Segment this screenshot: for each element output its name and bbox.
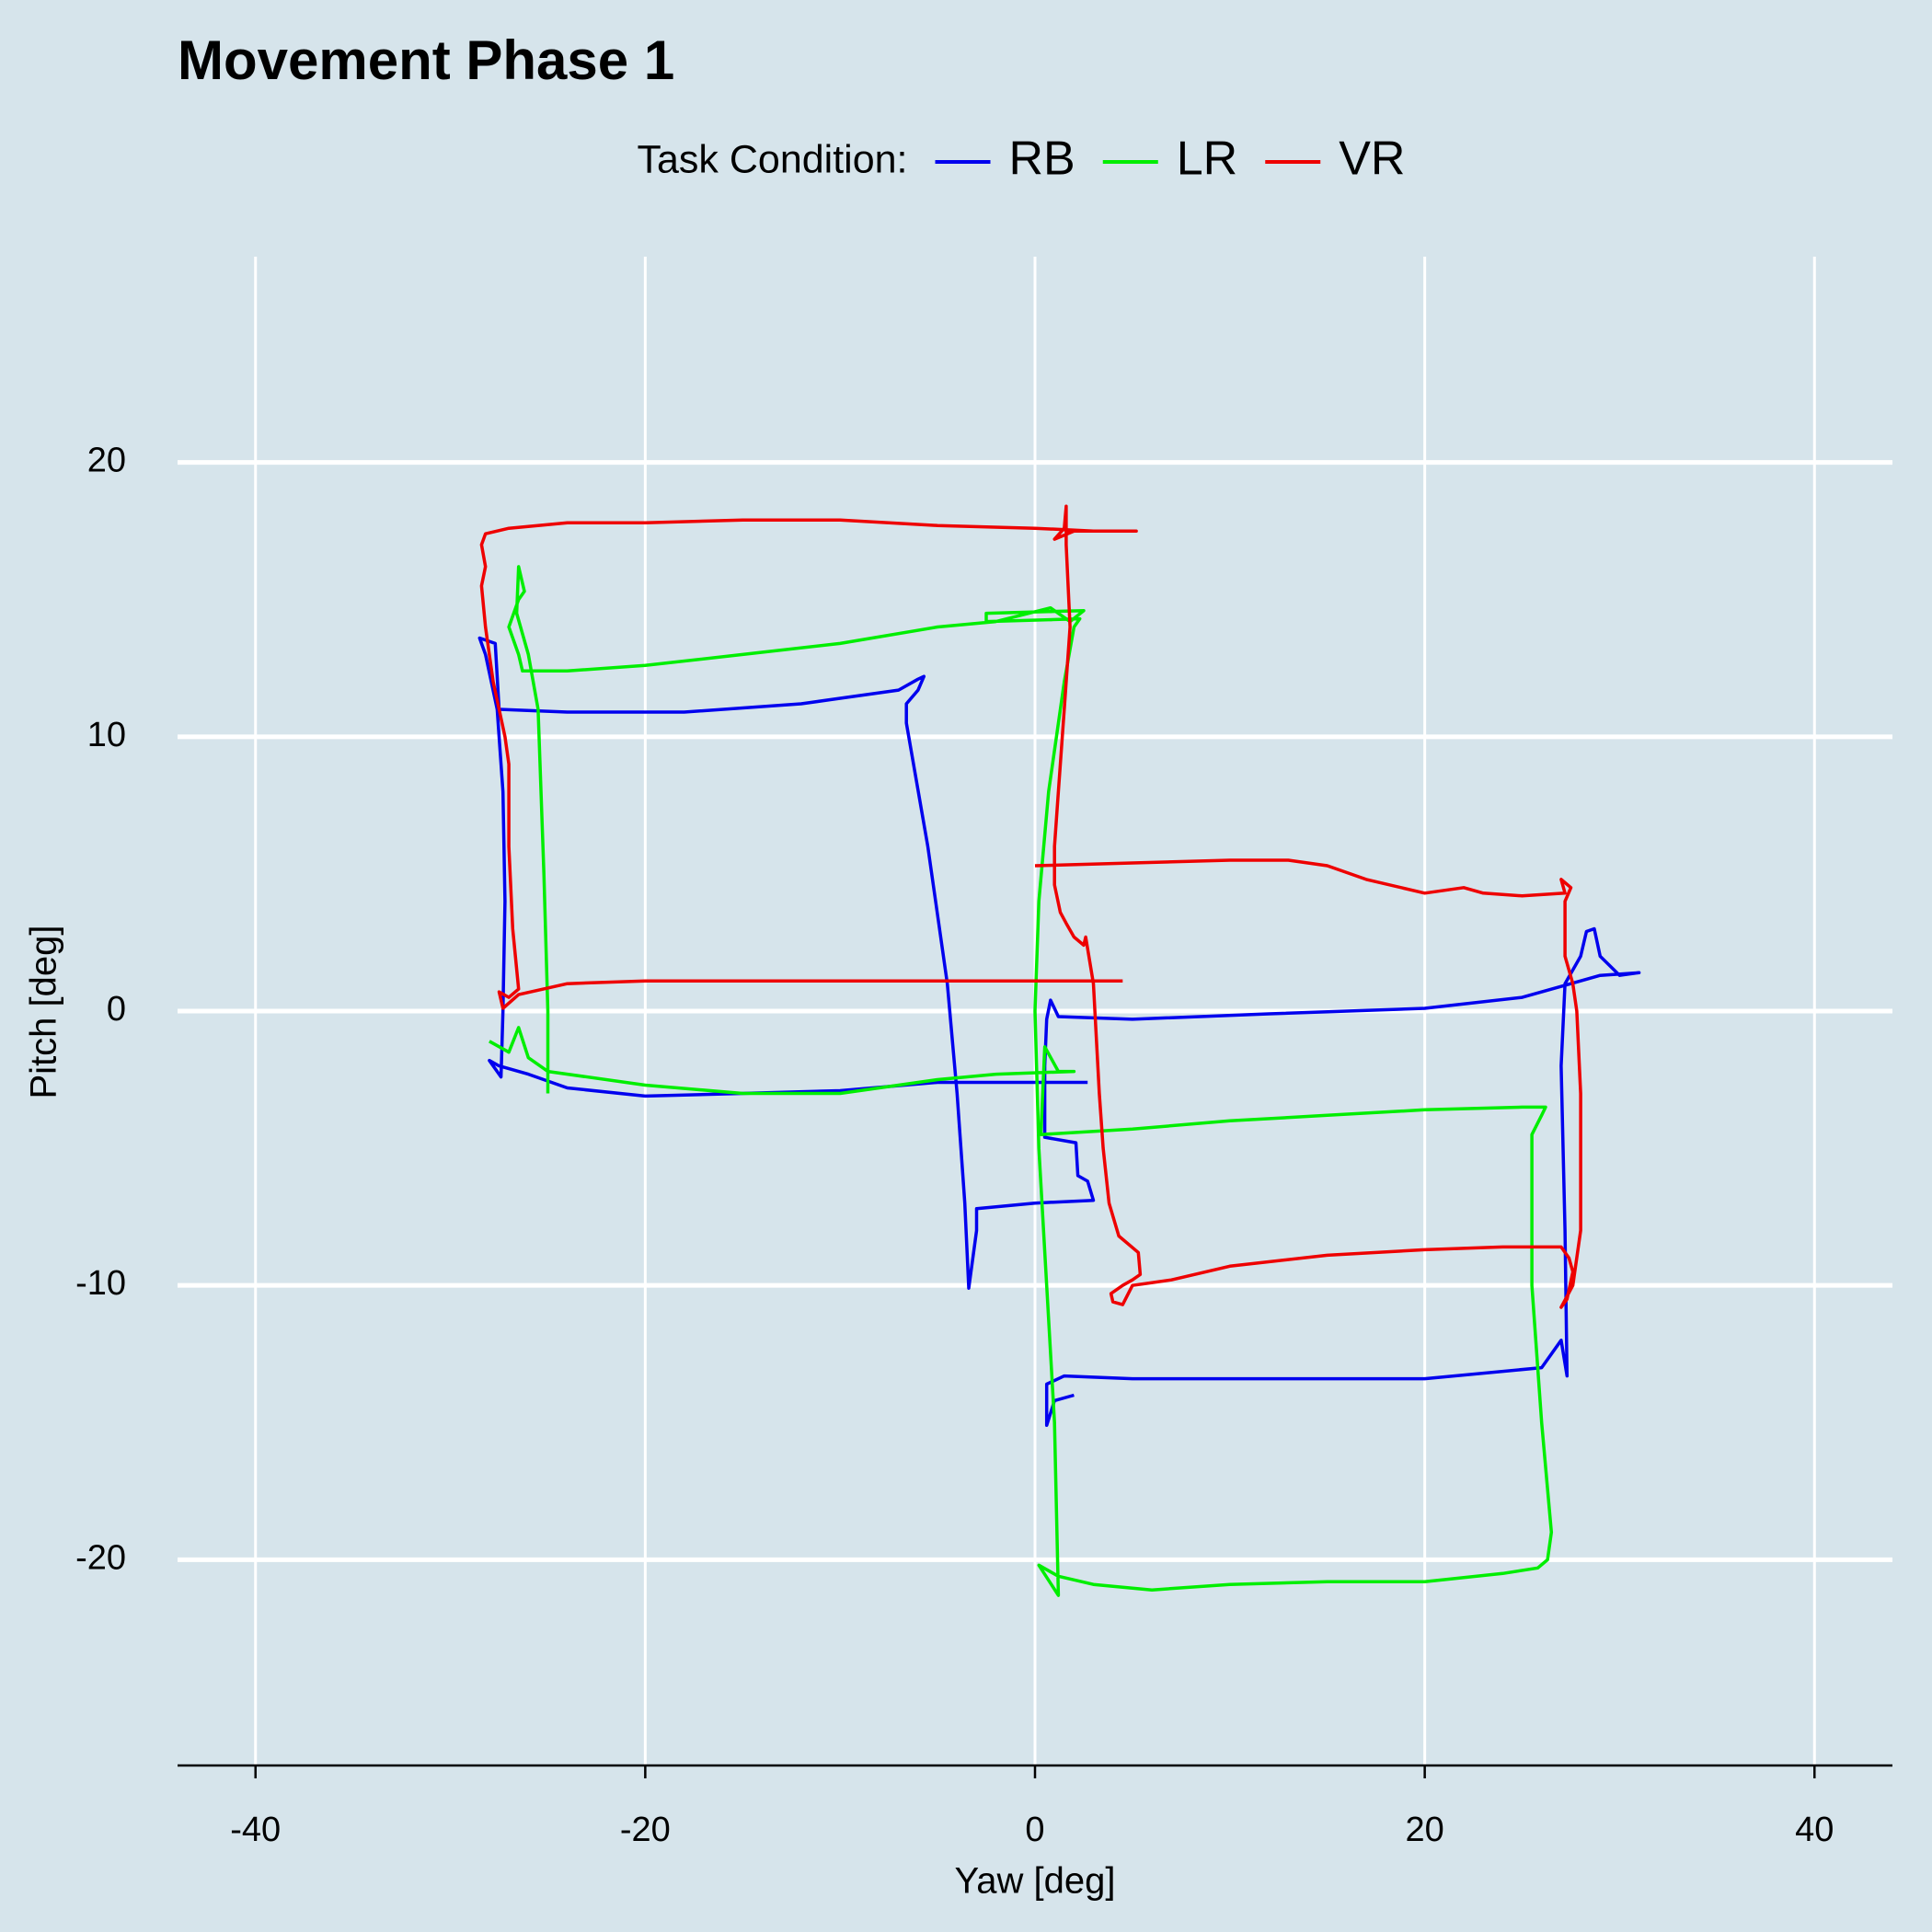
x-tick-label: 0	[1025, 1811, 1044, 1849]
y-tick-label: 10	[87, 716, 126, 754]
y-tick-label: 0	[107, 990, 126, 1029]
series-line	[489, 565, 1554, 1597]
legend-label: LR	[1177, 132, 1237, 186]
y-axis-title: Pitch [deg]	[24, 925, 64, 1098]
y-tick-label: -10	[75, 1264, 126, 1303]
series-line	[477, 636, 1641, 1428]
y-tick-label: -20	[75, 1538, 126, 1577]
x-tick-label: 40	[1795, 1811, 1834, 1849]
x-tick-label: -40	[230, 1811, 281, 1849]
series-line	[479, 504, 1582, 1309]
x-tick-label: 20	[1405, 1811, 1443, 1849]
legend-title: Task Condition:	[638, 137, 908, 181]
y-tick-label: 20	[87, 442, 126, 480]
chart-title: Movement Phase 1	[178, 29, 674, 91]
x-tick-label: -20	[620, 1811, 671, 1849]
x-axis-title: Yaw [deg]	[955, 1861, 1116, 1902]
legend-label: VR	[1339, 132, 1405, 186]
legend-label: RB	[1009, 132, 1075, 186]
